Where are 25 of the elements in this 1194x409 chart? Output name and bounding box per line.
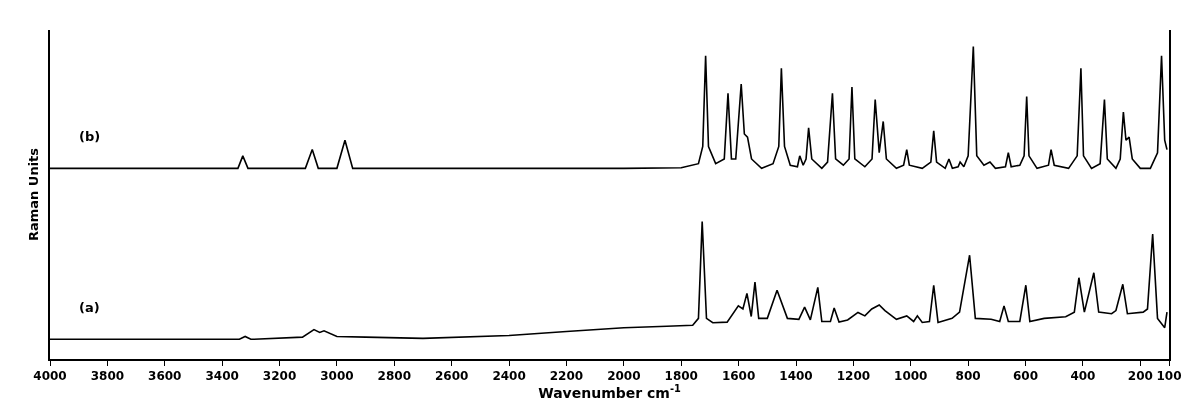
x-tick-label: 600 bbox=[1013, 369, 1039, 384]
x-tick-label: 800 bbox=[955, 369, 981, 384]
x-axis-title: Wavenumber cm$^{-1}$ bbox=[538, 383, 681, 402]
x-tick-label: 200 bbox=[1127, 369, 1153, 384]
x-tick-label: 3400 bbox=[205, 369, 239, 384]
x-tick-label: 1600 bbox=[721, 369, 756, 384]
series-label: (b) bbox=[79, 129, 101, 144]
x-tick-label: 1000 bbox=[894, 369, 928, 384]
x-tick-label: 2200 bbox=[549, 369, 584, 384]
x-tick-label: 3600 bbox=[148, 369, 182, 384]
x-tick-label: 2600 bbox=[434, 369, 469, 384]
x-tick-label: 1400 bbox=[779, 369, 813, 384]
x-tick-label: 4000 bbox=[33, 369, 67, 384]
x-tick-label: 1200 bbox=[836, 369, 871, 384]
x-tick-label: 3800 bbox=[90, 369, 125, 384]
x-tick-label: 400 bbox=[1070, 369, 1096, 384]
x-tick-label: 3200 bbox=[262, 369, 297, 384]
x-tick-label: 2400 bbox=[492, 369, 526, 384]
y-axis-title: Raman Units bbox=[26, 147, 42, 242]
x-tick-label: 3000 bbox=[320, 369, 354, 384]
x-tick-label: 2000 bbox=[607, 369, 641, 384]
series-label: (a) bbox=[79, 300, 100, 315]
x-tick-label: 100 bbox=[1156, 369, 1182, 384]
x-tick-label: 1800 bbox=[664, 369, 698, 384]
x-tick-label: 2800 bbox=[377, 369, 412, 384]
